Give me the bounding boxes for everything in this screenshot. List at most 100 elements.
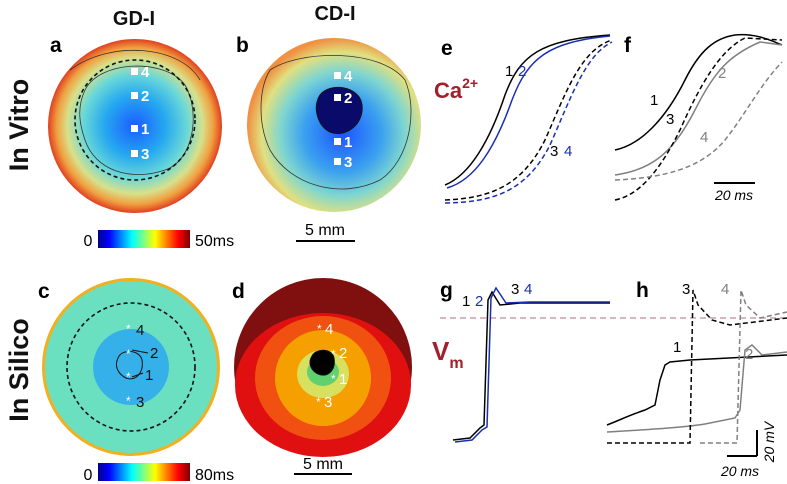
site-label-1: 1 [339,371,347,388]
colorbar-bottom [98,463,190,481]
site-star-1: * [126,370,131,384]
row-label-in-silico: In Silico [4,318,34,422]
h-trace-1 [606,354,787,426]
f-label-4: 4 [700,129,708,146]
site-label-2: 2 [150,345,158,362]
f-label-2: 2 [718,65,726,82]
f-trace-4 [614,61,783,181]
site-label-3: 3 [344,154,352,171]
site-star-1: * [331,372,336,386]
colorbar-top-max: 50ms [195,233,234,250]
leader-1 [131,372,144,378]
site-star-4: * [126,322,131,336]
h-label-1: 1 [673,339,681,356]
site-star-4: * [317,322,322,336]
h-time-label: 20 ms [720,463,759,479]
panel-letter-e: e [441,37,453,60]
f-label-1: 1 [650,92,658,109]
g-label-4: 4 [524,281,532,298]
site-label-3: 3 [136,394,144,411]
site-marker-1 [131,125,138,132]
column-title-gd-i: GD-I [113,8,155,30]
vm-trace-2 [454,286,610,443]
panel-letter-a: a [50,34,62,57]
site-marker-4 [334,72,341,79]
site-label-1: 1 [344,134,352,151]
trace-panel-f: 1 2 3 4 20 ms [614,33,783,203]
panel-letter-h: h [636,279,649,302]
f-time-label: 20 ms [714,187,753,203]
site-label-4: 4 [344,68,353,85]
conduction-block-d [309,349,335,376]
site-marker-2 [131,92,138,99]
ca-label-3: 3 [550,143,558,160]
h-trace-3 [607,289,787,444]
vm-trace-1 [452,290,610,441]
site-label-4: 4 [325,321,333,338]
h-label-4: 4 [721,281,729,298]
scalebar-bottom-label: 5 mm [303,456,343,473]
site-star-2: * [331,347,336,361]
site-marker-2 [334,94,341,101]
f-trace-3 [614,37,783,201]
site-marker-4 [131,68,138,75]
voltage-label: Vm [432,336,464,372]
f-label-3: 3 [666,111,674,128]
map-panel-b: 4 2 1 3 [247,38,421,212]
panel-letter-d: d [232,280,245,303]
ca-trace-2 [446,35,611,189]
trace-panel-g: Vm 1 2 3 4 [432,281,787,443]
conduction-block-b [315,87,363,134]
site-label-2: 2 [141,88,149,105]
isochrone-a [79,65,194,175]
h-trace-2 [606,344,787,433]
site-label-4: 4 [136,322,144,339]
ca-label-4: 4 [564,143,572,160]
isochrone-b [260,54,412,190]
dashed-ring-a [74,59,196,181]
site-marker-3 [334,158,341,165]
ca-trace-3 [444,39,613,201]
h-label-3: 3 [682,281,690,298]
colorbar-bottom-min: 0 [84,467,93,484]
panel-letter-g: g [440,279,453,302]
column-title-cd-i: CD-I [314,3,355,25]
g-label-1: 1 [462,293,470,310]
ca-trace-4 [444,41,613,204]
site-marker-1 [334,138,341,145]
map-panel-c: * * * * 4 2 1 3 [42,278,220,456]
colorbar-top-min: 0 [84,233,93,250]
isochrone-c-inner [93,329,169,405]
site-label-2: 2 [344,90,352,107]
site-label-1: 1 [141,121,149,138]
site-label-3: 3 [324,394,332,411]
panel-letter-c: c [38,280,50,303]
colorbar-bottom-max: 80ms [195,467,234,484]
isochrone-a-outer [69,49,201,81]
g-label-3: 3 [511,281,519,298]
h-label-2: 2 [745,346,753,363]
trace-panel-h: 1 2 3 4 20 ms 20 mV [606,281,787,479]
f-trace-1 [614,33,783,151]
calcium-label: Ca2+ [434,75,478,103]
panel-letter-f: f [624,34,632,57]
site-star-3: * [316,395,321,409]
panel-letter-b: b [236,34,249,57]
g-label-2: 2 [475,293,483,310]
site-star-2: * [126,347,131,361]
f-trace-2 [614,41,783,176]
site-label-2: 2 [339,345,347,362]
site-marker-3 [131,150,138,157]
map-panel-d: * * * * 4 2 1 3 [234,278,412,457]
ca-label-2: 2 [518,63,526,80]
scalebar-top-label: 5 mm [305,222,345,239]
site-label-1: 1 [145,367,153,384]
map-panel-a: 4 2 1 3 [48,39,222,213]
site-label-3: 3 [141,146,149,163]
trace-panel-e: Ca2+ 1 2 3 4 [434,34,613,204]
colorbar-top [98,230,190,248]
ca-trace-1 [444,34,611,186]
dashed-ring-c [66,302,196,432]
leader-2 [131,349,149,354]
